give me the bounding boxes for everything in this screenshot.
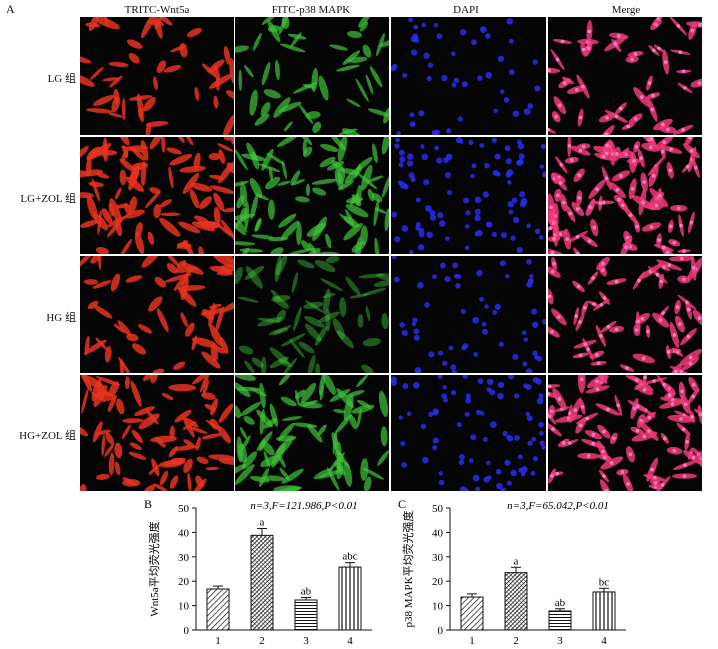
column-header-merge: Merge: [611, 4, 641, 16]
panel-letter: C: [398, 497, 406, 511]
x-tick-label: 2: [513, 635, 519, 647]
y-tick-label: 20: [178, 576, 190, 588]
micrograph-dapi-row-3: [391, 256, 546, 373]
significance-label: ab: [555, 597, 566, 609]
micrograph-dapi-row-2: [391, 137, 546, 254]
x-tick-label: 2: [259, 635, 265, 647]
micrograph-fitc-p38-mapk-row-1: [235, 17, 389, 135]
y-tick-label: 10: [178, 601, 190, 613]
y-axis-label: p38 MAPK平均荧光强度: [401, 510, 415, 627]
micrograph-merge-row-2: [548, 137, 702, 254]
y-tick-label: 50: [178, 503, 190, 515]
bar-1: [460, 596, 484, 631]
y-tick-label: 0: [438, 625, 444, 637]
y-axis-label: Wnt5a平均荧光强度: [147, 521, 161, 616]
significance-label: a: [260, 516, 265, 528]
micrograph-tritc-wnt5a-row-1: [80, 17, 234, 135]
y-tick-label: 50: [432, 503, 444, 515]
micrograph-tritc-wnt5a-row-2: [80, 137, 234, 254]
bar-3: [548, 610, 572, 631]
chart-title: n=3,F=65.042,P<0.01: [507, 500, 609, 512]
micrograph-tritc-wnt5a-row-4: [80, 375, 234, 491]
significance-label: bc: [599, 576, 610, 588]
column-header-fitc: FITC-p38 MAPK: [271, 4, 351, 16]
y-tick-label: 0: [184, 625, 190, 637]
micrograph-tritc-wnt5a-row-3: [80, 256, 234, 373]
bar-2: [504, 572, 528, 631]
micrograph-dapi-row-4: [391, 375, 546, 491]
micrograph-fitc-p38-mapk-row-2: [235, 137, 389, 254]
row-label-hg-zol: HG+ZOL 组: [19, 430, 76, 442]
x-tick-label: 1: [469, 635, 475, 647]
row-label-lg-zol: LG+ZOL 组: [20, 193, 76, 205]
row-label-lg: LG 组: [47, 73, 76, 85]
significance-label: ab: [301, 586, 312, 598]
panel-a-letter: A: [6, 2, 15, 16]
column-header-dapi: DAPI: [453, 4, 479, 16]
micrograph-dapi-row-1: [391, 17, 546, 135]
micrograph-fitc-p38-mapk-row-3: [235, 256, 389, 373]
bar-1: [206, 588, 230, 631]
x-tick-label: 3: [303, 635, 309, 647]
x-tick-label: 4: [347, 635, 353, 647]
significance-label: abc: [342, 551, 357, 563]
panel-letter: B: [144, 497, 152, 511]
y-tick-label: 30: [178, 552, 190, 564]
column-header-tritc: TRITC-Wnt5a: [124, 4, 190, 16]
y-tick-label: 10: [432, 601, 444, 613]
significance-label: a: [514, 555, 519, 567]
micrograph-fitc-p38-mapk-row-4: [235, 375, 389, 491]
x-tick-label: 3: [557, 635, 563, 647]
chart-title: n=3,F=121.986,P<0.01: [250, 500, 357, 512]
y-tick-label: 40: [432, 527, 444, 539]
row-label-hg: HG 组: [46, 312, 76, 324]
bar-2: [250, 534, 274, 631]
bar-4: [592, 591, 616, 631]
x-tick-label: 4: [601, 635, 607, 647]
y-tick-label: 20: [432, 576, 444, 588]
micrograph-merge-row-1: [548, 17, 702, 135]
micrograph-merge-row-3: [548, 256, 702, 373]
bar-4: [338, 566, 362, 631]
micrograph-merge-row-4: [548, 375, 702, 491]
y-tick-label: 40: [178, 527, 190, 539]
x-tick-label: 1: [215, 635, 221, 647]
bar-3: [294, 599, 318, 631]
y-tick-label: 30: [432, 552, 444, 564]
